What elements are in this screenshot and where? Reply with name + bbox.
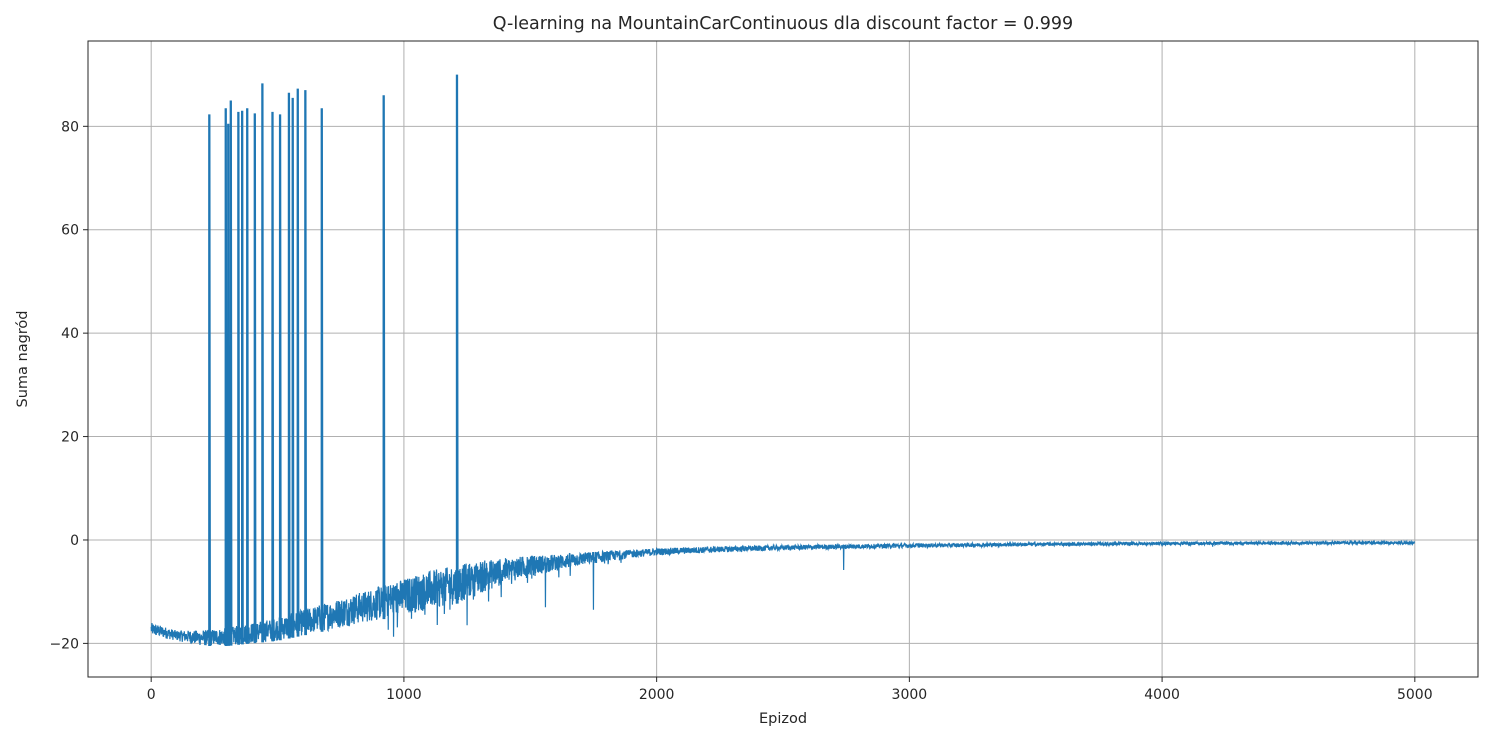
y-tick-label: −20 [49,636,79,652]
x-axis-label: Epizod [759,711,807,727]
grid [88,41,1478,677]
x-tick-label: 5000 [1397,687,1433,703]
y-axis-label: Suma nagród [15,310,31,407]
y-tick-label: 60 [61,223,79,239]
x-tick-label: 0 [147,687,156,703]
x-tick-label: 4000 [1144,687,1180,703]
y-tick-label: 40 [61,326,79,342]
y-tick-label: 20 [61,430,79,446]
series-line-spikes [208,74,459,646]
x-axis-ticks: 0 1000 2000 3000 4000 5000 [147,677,1433,703]
y-tick-label: 80 [61,119,79,135]
y-axis-ticks: −20 0 20 40 60 80 [49,119,88,652]
x-tick-label: 3000 [892,687,928,703]
x-tick-label: 2000 [639,687,675,703]
plot-area [150,74,1416,646]
x-tick-label: 1000 [386,687,422,703]
y-tick-label: 0 [70,533,79,549]
series-line-noise [150,539,1416,646]
chart-title: Q-learning na MountainCarContinuous dla … [493,14,1073,34]
axes-frame [87,40,1479,678]
